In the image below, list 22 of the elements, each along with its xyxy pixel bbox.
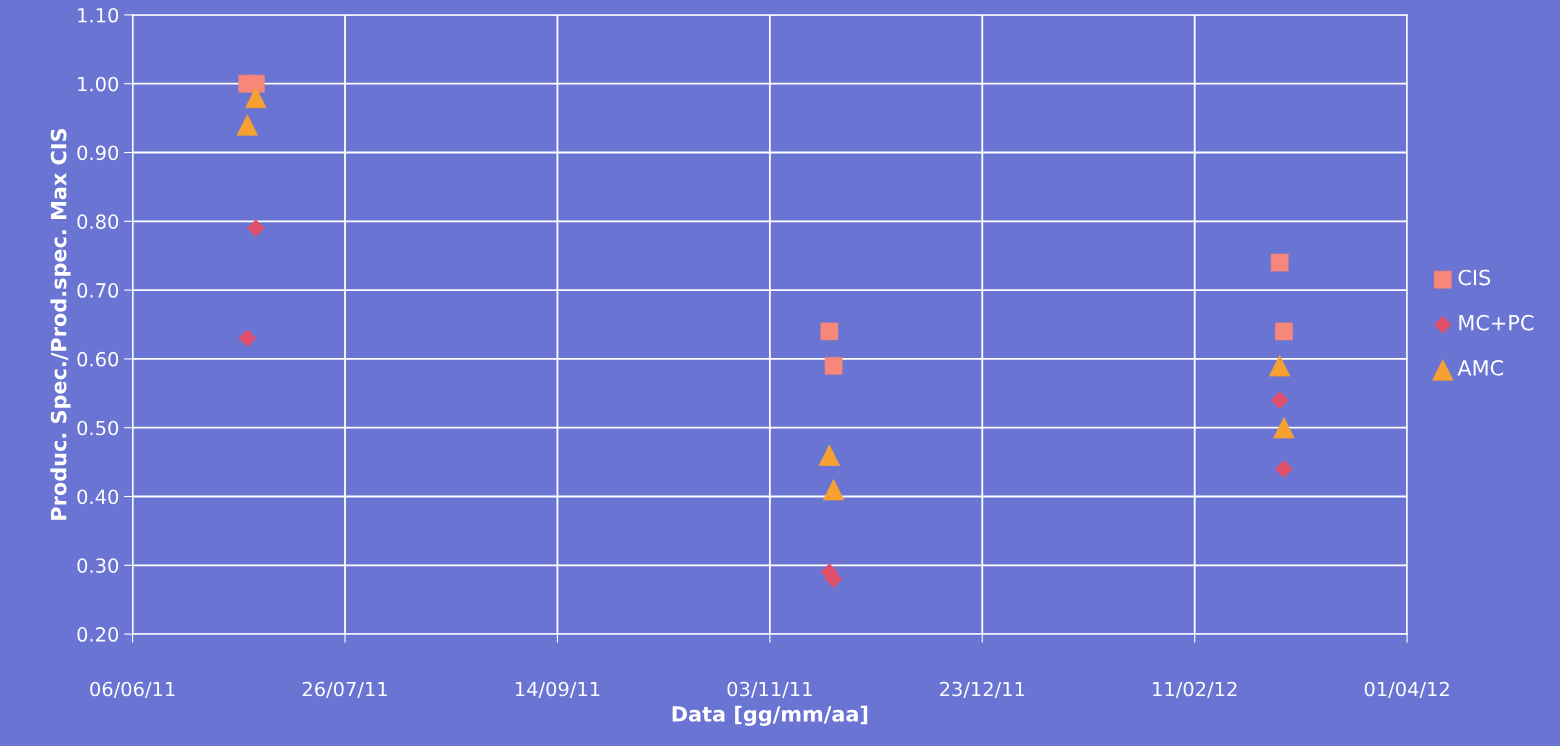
legend-label: AMC <box>1457 359 1504 376</box>
y-tick-label: 0.80 <box>77 214 119 229</box>
x-tick-label: 06/06/11 <box>90 681 175 698</box>
x-tick-label: 03/11/11 <box>727 681 812 698</box>
x-tick-label: 23/12/11 <box>940 681 1025 698</box>
y-tick-label: 0.60 <box>77 351 119 367</box>
x-axis-title: Data [gg/mm/aa] <box>672 705 868 727</box>
y-tick-label: 0.70 <box>77 283 119 298</box>
y-tick-label: 1.00 <box>78 76 119 92</box>
x-tick-label: 01/04/12 <box>1364 681 1449 698</box>
y-tick-label: 0.40 <box>77 489 119 505</box>
x-tick-label: 14/09/11 <box>515 681 600 698</box>
legend-label: CIS <box>1458 269 1491 286</box>
x-tick-label: 11/02/12 <box>1153 681 1237 698</box>
y-axis-title: Produc. Spec./Prod.spec. Max CIS <box>50 128 71 520</box>
y-tick-label: 0.90 <box>77 145 119 161</box>
legend-label: MC+PC <box>1459 314 1534 331</box>
y-tick-label: 0.50 <box>77 420 119 436</box>
y-tick-label: 0.30 <box>77 558 119 573</box>
y-tick-label: 0.20 <box>77 627 119 642</box>
x-tick-label: 26/07/11 <box>302 681 387 698</box>
y-tick-label: 1.10 <box>78 7 119 23</box>
